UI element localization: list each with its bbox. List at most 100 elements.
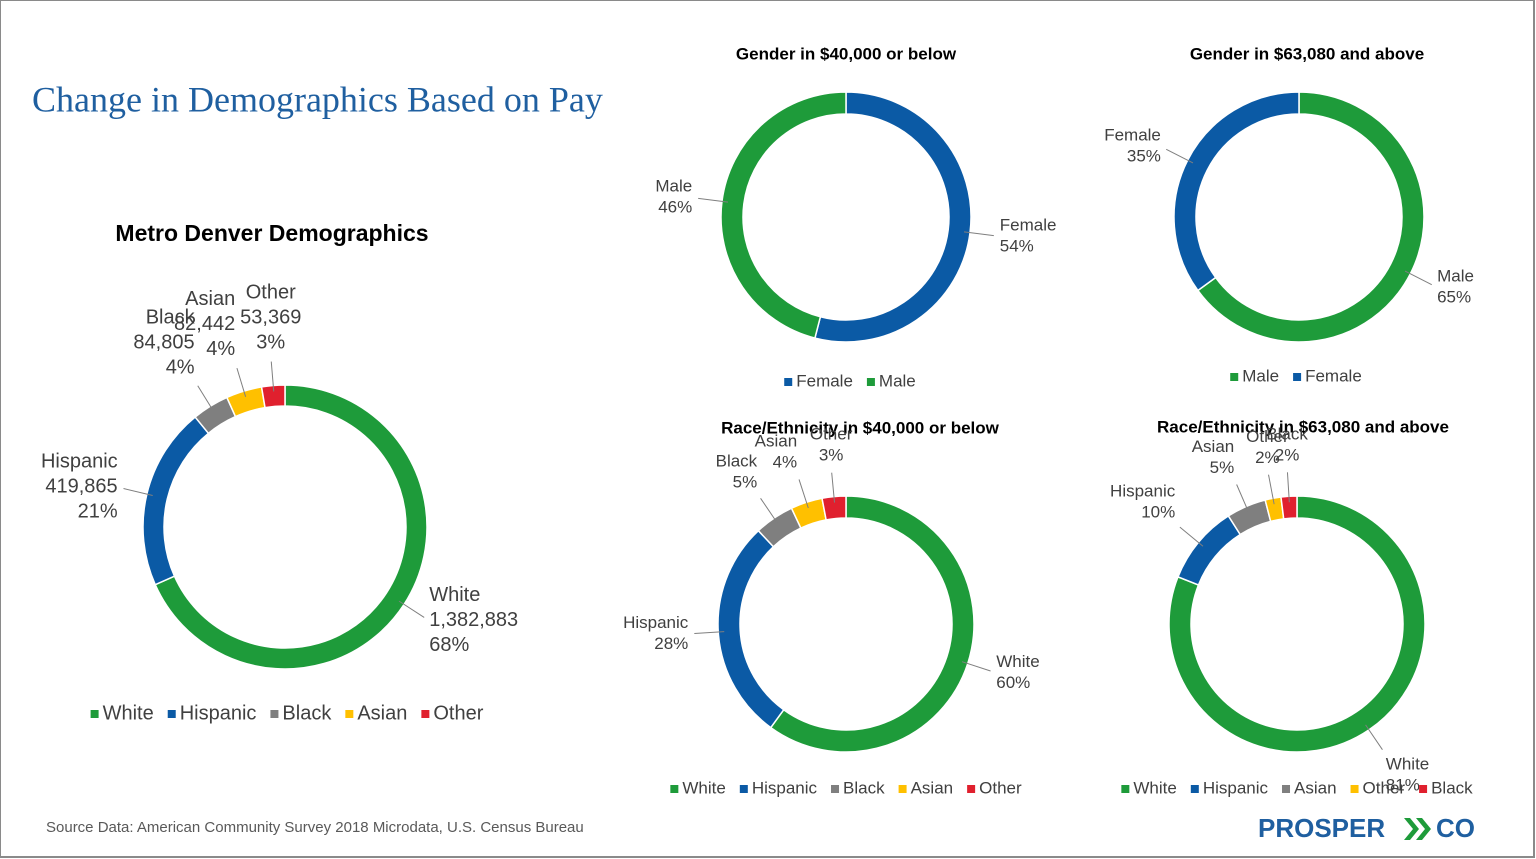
data-label: Female [1000, 215, 1057, 234]
data-label: 68% [429, 634, 469, 656]
data-label: 3% [819, 446, 844, 465]
legend-swatch [345, 710, 354, 718]
leader-line [961, 661, 991, 672]
data-label: 2% [1275, 445, 1300, 464]
legend-label: White [103, 702, 154, 724]
data-label: Male [1437, 266, 1474, 285]
legend-label: Other [433, 702, 483, 724]
leader-line [1236, 484, 1250, 513]
leader-line [831, 472, 836, 503]
data-label: Male [655, 177, 692, 196]
leader-line [1286, 472, 1290, 503]
data-label: Hispanic [41, 450, 118, 472]
legend-label: Hispanic [752, 778, 818, 797]
legend-swatch [1419, 785, 1428, 793]
leader-line [963, 231, 994, 237]
leader-line [1166, 148, 1194, 164]
legend-swatch [421, 710, 430, 718]
legend-swatch [1350, 785, 1359, 793]
leader-line [694, 631, 725, 635]
legend-swatch [739, 785, 748, 793]
data-label: Black [716, 451, 758, 470]
legend: White Hispanic Black Asian Other [670, 778, 1022, 797]
donut-slice [1173, 91, 1300, 292]
donut-slice [1280, 495, 1298, 520]
donut-slice [821, 495, 847, 521]
chart-title: Gender in $40,000 or below [736, 44, 957, 63]
legend: Female Male [784, 371, 916, 390]
legend-label: Black [282, 702, 332, 724]
source-note: Source Data: American Community Survey 2… [46, 819, 584, 836]
legend-swatch [90, 710, 99, 718]
legend-label: Other [979, 778, 1022, 797]
data-label: 5% [733, 472, 758, 491]
logo-right: CO [1436, 813, 1475, 843]
data-label: 54% [1000, 236, 1034, 255]
leader-line [197, 385, 214, 412]
donut-slice [1196, 91, 1425, 343]
legend-swatch [866, 378, 875, 386]
data-label: 35% [1127, 147, 1161, 166]
data-label: 65% [1437, 287, 1471, 306]
data-label: Hispanic [623, 613, 689, 632]
leader-line [1404, 270, 1432, 286]
data-label: 4% [773, 453, 798, 472]
leader-line [398, 600, 425, 618]
data-label: Asian [1192, 437, 1235, 456]
legend-swatch [1190, 785, 1199, 793]
donut-slice [720, 91, 847, 339]
leader-line [236, 367, 247, 397]
data-label: Female [1104, 126, 1161, 145]
logo-chevrons [1404, 818, 1431, 840]
data-label: Other [246, 281, 296, 303]
data-label: Hispanic [1110, 481, 1176, 500]
data-label: 28% [654, 634, 688, 653]
legend-label: Asian [1294, 778, 1337, 797]
legend-label: Asian [357, 702, 407, 724]
legend-swatch [967, 785, 976, 793]
legend: White Hispanic Black Asian Other [90, 702, 484, 724]
data-label: White [1386, 755, 1429, 774]
data-label: Black [1266, 424, 1308, 443]
data-label: 81% [1386, 776, 1420, 795]
legend-swatch [1230, 373, 1239, 381]
legend-label: Female [1305, 366, 1362, 385]
legend-label: Male [1242, 366, 1279, 385]
legend-swatch [1282, 785, 1291, 793]
legend-label: Hispanic [180, 702, 257, 724]
data-label: 84,805 [133, 331, 194, 353]
leader-line [760, 498, 778, 524]
legend-swatch [1293, 373, 1302, 381]
legend-swatch [167, 710, 176, 718]
slide-title: Change in Demographics Based on Pay [32, 79, 603, 119]
donut-slice [260, 384, 286, 409]
data-label: 3% [256, 331, 285, 353]
legend-swatch [898, 785, 907, 793]
chart-title: Metro Denver Demographics [115, 220, 428, 246]
legend-label: Black [1431, 778, 1473, 797]
legend-swatch [831, 785, 840, 793]
donut-slice [1168, 495, 1426, 753]
leader-line [1365, 724, 1383, 750]
data-label: 4% [206, 338, 235, 360]
data-label: 10% [1141, 502, 1175, 521]
data-label: 1,382,883 [429, 609, 518, 631]
data-label: 21% [78, 500, 118, 522]
legend-label: Black [843, 778, 885, 797]
legend-swatch [670, 785, 679, 793]
data-label: Other [1246, 427, 1289, 446]
donut-slice [154, 384, 428, 670]
legend-swatch [270, 710, 279, 718]
logo-left: PROSPER [1258, 813, 1385, 843]
chart-title: Race/Ethnicity in $63,080 and above [1157, 417, 1449, 436]
data-label: White [996, 652, 1039, 671]
legend-label: Female [796, 371, 853, 390]
leader-line [798, 479, 809, 509]
data-label: 82,442 [174, 313, 235, 335]
leader-line [270, 361, 275, 392]
donut-slice [769, 495, 975, 753]
leader-line [123, 488, 153, 496]
data-label: 5% [1210, 458, 1235, 477]
